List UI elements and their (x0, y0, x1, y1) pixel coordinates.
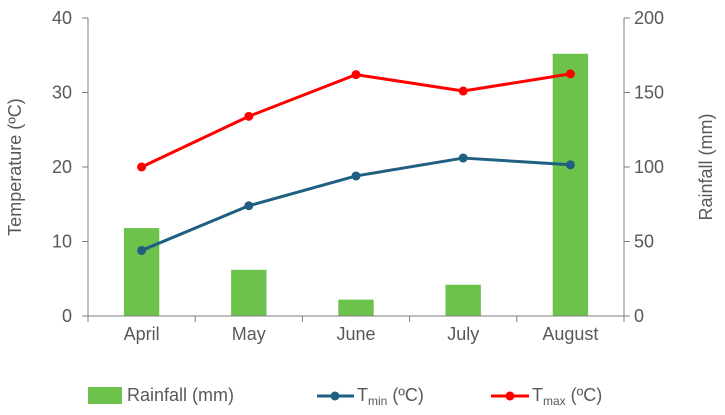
left-axis-ticks: 0 10 20 30 40 (52, 8, 88, 326)
x-tick-label: May (232, 324, 266, 344)
left-tick-label: 20 (52, 157, 72, 177)
tmin-point (244, 201, 254, 211)
tmin-point (351, 171, 361, 181)
x-axis-ticks: April May June July August (87, 316, 625, 344)
tmax-point (244, 111, 254, 121)
temperature-lines (137, 69, 575, 255)
legend-tmax-main: T (532, 385, 543, 405)
tmax-point (565, 69, 575, 79)
legend-tmax-unit: (ºC) (566, 385, 603, 405)
tmin-point (137, 245, 147, 255)
legend-tmin-label: Tmin (ºC) (357, 385, 424, 408)
left-axis-title: Temperature (ºC) (5, 98, 25, 236)
rainfall-bar (552, 53, 589, 316)
tmax-point (137, 162, 147, 172)
right-tick-label: 200 (634, 8, 664, 28)
left-tick-label: 10 (52, 232, 72, 252)
right-tick-label: 50 (634, 232, 654, 252)
left-tick-label: 30 (52, 83, 72, 103)
legend-rainfall-swatch (88, 387, 122, 404)
right-tick-label: 150 (634, 83, 664, 103)
rainfall-bar (123, 228, 160, 316)
left-tick-label: 40 (52, 8, 72, 28)
axes (87, 18, 625, 317)
legend: Rainfall (mm) Tmin (ºC) Tmax (ºC) (88, 385, 602, 408)
legend-tmin-main: T (357, 385, 368, 405)
rainfall-bar (231, 269, 267, 316)
legend-rainfall-label: Rainfall (mm) (127, 385, 234, 405)
tmax-point (351, 70, 361, 80)
legend-tmax-sub: max (543, 394, 566, 408)
x-tick-label: June (336, 324, 375, 344)
tmax-line (140, 72, 571, 169)
right-axis-ticks: 0 50 100 150 200 (624, 8, 664, 326)
legend-tmin-unit: (ºC) (387, 385, 424, 405)
left-tick-label: 0 (62, 306, 72, 326)
tmax-point (458, 86, 468, 96)
right-axis-title: Rainfall (mm) (696, 113, 716, 220)
rainfall-bars (123, 53, 589, 316)
right-tick-label: 0 (634, 306, 644, 326)
right-tick-label: 100 (634, 157, 664, 177)
x-tick-label: July (447, 324, 479, 344)
legend-tmin-sub: min (368, 394, 387, 408)
x-tick-label: August (542, 324, 598, 344)
tmin-point (458, 153, 468, 163)
legend-tmax-label: Tmax (ºC) (532, 385, 602, 408)
rainfall-bar (338, 299, 374, 316)
legend-tmax-swatch-marker (505, 391, 515, 401)
x-tick-label: April (124, 324, 160, 344)
legend-tmin-swatch-marker (330, 391, 340, 401)
tmin-point (565, 160, 575, 170)
rainfall-bar (445, 284, 481, 316)
